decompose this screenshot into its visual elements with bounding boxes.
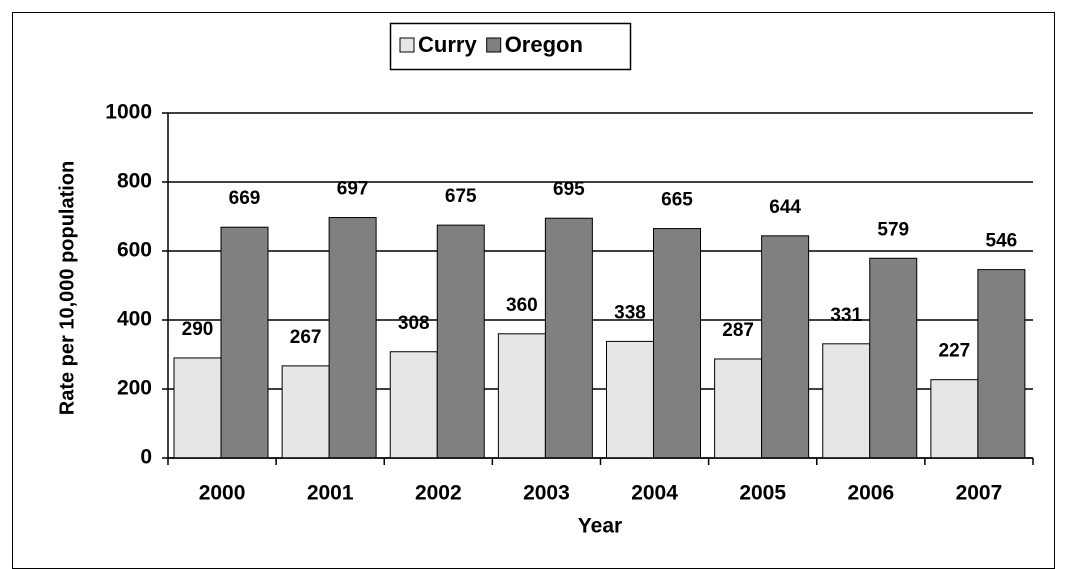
y-tick-label: 1000 [105,101,152,124]
data-label: 669 [229,188,261,209]
data-label: 360 [506,295,538,316]
y-tick-label: 600 [117,239,152,262]
x-tick-label: 2003 [523,482,570,505]
x-tick-label: 2000 [199,482,246,505]
bar [930,379,979,459]
data-label: 675 [445,186,477,207]
bar [220,226,269,459]
legend-swatch [486,37,502,53]
x-tick-label: 2001 [307,482,354,505]
bar [173,357,222,459]
y-axis-label: Rate per 10,000 population [56,161,78,416]
data-label: 338 [614,302,646,323]
bar [869,257,918,459]
data-label: 290 [182,319,214,340]
data-label: 227 [939,341,971,362]
x-tick-label: 2005 [739,482,786,505]
data-label: 308 [398,313,430,334]
legend-swatch [399,37,415,53]
data-label: 665 [661,190,693,211]
y-tick-label: 800 [117,170,152,193]
bar [389,351,438,459]
x-tick-label: 2004 [631,482,678,505]
bar [822,343,871,459]
bar [497,333,546,459]
data-label: 546 [986,231,1018,252]
data-label: 331 [830,305,862,326]
x-tick-label: 2007 [956,482,1003,505]
bar [761,235,810,459]
data-label: 287 [722,320,754,341]
y-tick-label: 400 [117,308,152,331]
data-label: 267 [290,327,322,348]
y-tick-label: 0 [140,446,152,469]
legend-label: Curry [418,32,477,57]
data-label: 697 [337,179,369,200]
bar [544,217,593,459]
bar [436,224,485,459]
x-tick-label: 2002 [415,482,462,505]
bar [714,358,763,459]
bar [328,217,377,459]
bar [977,269,1026,459]
bar [281,365,330,459]
bar [653,228,701,459]
y-tick-label: 200 [117,377,152,400]
legend-box [389,22,632,71]
data-label: 695 [553,179,585,200]
data-label: 644 [769,197,801,218]
x-axis-label: Year [578,515,622,538]
x-tick-label: 2006 [847,482,894,505]
bar [606,340,654,459]
legend-label: Oregon [505,32,583,57]
data-label: 579 [877,219,909,240]
